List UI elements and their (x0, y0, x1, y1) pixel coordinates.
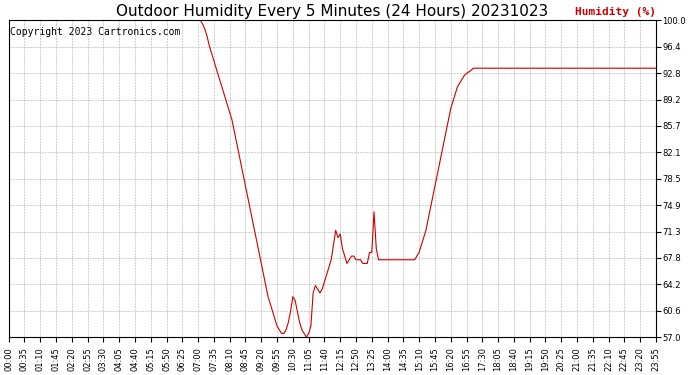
Text: Copyright 2023 Cartronics.com: Copyright 2023 Cartronics.com (10, 27, 180, 37)
Title: Outdoor Humidity Every 5 Minutes (24 Hours) 20231023: Outdoor Humidity Every 5 Minutes (24 Hou… (116, 4, 549, 19)
Text: Humidity (%): Humidity (%) (575, 7, 656, 17)
